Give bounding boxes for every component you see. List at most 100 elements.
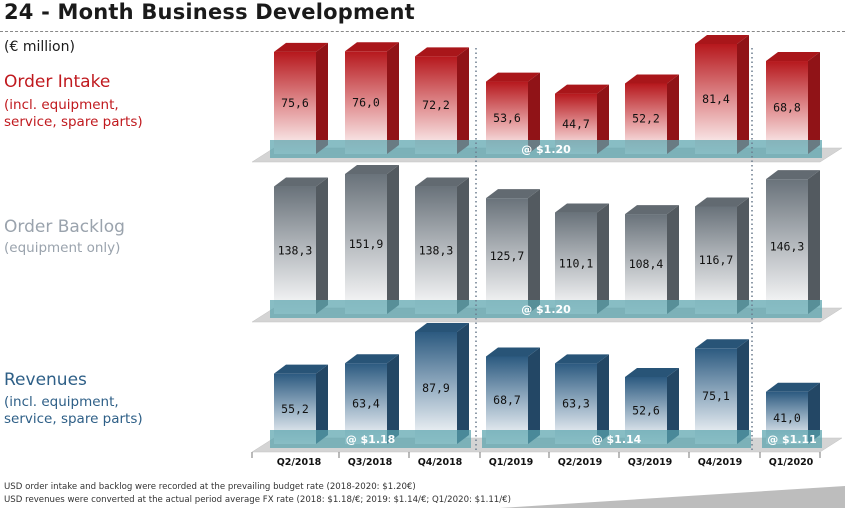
x-tick-label: Q4/2019 xyxy=(698,457,743,468)
data-label: 76,0 xyxy=(352,96,380,110)
x-tick-label: Q2/2018 xyxy=(277,457,322,468)
data-label: 55,2 xyxy=(281,402,309,416)
bar-side xyxy=(667,367,679,444)
bar-side xyxy=(597,203,609,314)
bar-top xyxy=(766,170,820,180)
fx-band: @ $1.18 xyxy=(270,430,471,448)
bar-front xyxy=(695,348,737,444)
bar: 76,0 xyxy=(345,42,399,154)
bar-top xyxy=(625,205,679,215)
bar-top xyxy=(766,382,820,392)
bar-side xyxy=(528,189,540,314)
page-title: 24 - Month Business Development xyxy=(4,0,415,24)
bar-top xyxy=(555,84,609,94)
x-tick-label: Q3/2018 xyxy=(348,457,393,468)
revenues-subtitle: (incl. equipment, service, spare parts) xyxy=(4,394,143,428)
order-intake-subtitle-line: (incl. equipment, xyxy=(4,97,119,113)
data-label: 63,3 xyxy=(562,397,590,411)
x-tick-label: Q4/2018 xyxy=(418,457,463,468)
bar: 72,2 xyxy=(415,47,469,154)
data-label: 125,7 xyxy=(490,249,525,263)
data-label: 75,1 xyxy=(702,389,730,403)
bar-front xyxy=(695,44,737,154)
bar-side xyxy=(737,339,749,444)
bar-front xyxy=(625,214,667,314)
bar-front xyxy=(274,186,316,314)
bar: 108,4 xyxy=(625,205,679,314)
bar-side xyxy=(457,323,469,444)
fx-band-bar xyxy=(762,430,822,448)
fx-band: @ $1.14 xyxy=(482,430,751,448)
bar: 138,3 xyxy=(415,177,469,314)
bar-front xyxy=(766,179,808,314)
data-label: 116,7 xyxy=(699,253,734,267)
bar-top xyxy=(486,189,540,199)
data-label: 68,8 xyxy=(773,101,801,115)
bar-side xyxy=(457,47,469,154)
data-label: 68,7 xyxy=(493,393,521,407)
order-intake-title: Order Intake xyxy=(4,72,111,92)
bar-top xyxy=(555,354,609,364)
bar-side xyxy=(316,177,328,314)
bar: 138,3 xyxy=(274,177,328,314)
bar-top xyxy=(415,177,469,187)
bar-side xyxy=(808,382,820,444)
bar-side xyxy=(387,42,399,154)
fx-band: @ $1.11 xyxy=(762,430,822,448)
x-tick-label: Q1/2019 xyxy=(489,457,534,468)
data-label: 75,6 xyxy=(281,96,309,110)
bar: 146,3 xyxy=(766,170,820,314)
bar-front xyxy=(415,56,457,154)
bar-side xyxy=(387,354,399,444)
bar-top xyxy=(274,177,328,187)
order-intake-subtitle: (incl. equipment, service, spare parts) xyxy=(4,97,143,131)
bar-top xyxy=(486,347,540,357)
panel-revenues: 55,2 63,4 87,9 68,7 63,3 52,6 75,1 41,0 @ $1.18 @… xyxy=(251,323,843,453)
data-label: 53,6 xyxy=(493,111,521,125)
bar: 110,1 xyxy=(555,203,609,314)
bar-front xyxy=(345,174,387,314)
footnote-order-fx: USD order intake and backlog were record… xyxy=(4,482,416,492)
fx-band: @ $1.20 xyxy=(270,140,822,158)
bar-front xyxy=(345,51,387,154)
data-label: 110,1 xyxy=(559,256,594,270)
fx-band-label: @ $1.18 xyxy=(346,433,396,446)
bar-side xyxy=(597,84,609,154)
panel-order-backlog: 138,3 151,9 138,3 125,7 110,1 108,4 116,7 146,3… xyxy=(251,165,843,323)
bar-side xyxy=(387,165,399,314)
fx-band-bar xyxy=(270,430,471,448)
bar: 116,7 xyxy=(695,197,749,314)
fx-band-label: @ $1.14 xyxy=(592,433,642,446)
data-label: 41,0 xyxy=(773,411,801,425)
bar: 68,8 xyxy=(766,52,820,155)
footer-wedge xyxy=(500,486,845,508)
data-label: 87,9 xyxy=(422,381,450,395)
bar-top xyxy=(695,35,749,44)
bar-top xyxy=(345,165,399,174)
bar-top xyxy=(766,52,820,62)
x-tick-label: Q1/2020 xyxy=(769,457,814,468)
bar-side xyxy=(808,52,820,155)
revenues-subtitle-line: (incl. equipment, xyxy=(4,394,119,410)
bar-side xyxy=(316,42,328,154)
bar-top xyxy=(415,323,469,332)
bar-top xyxy=(274,42,328,52)
data-label: 108,4 xyxy=(629,257,664,271)
bar-side xyxy=(667,74,679,154)
bar-top xyxy=(415,47,469,57)
bar-side xyxy=(737,35,749,154)
bar: 75,6 xyxy=(274,42,328,154)
panel-order-intake: 75,6 76,0 72,2 53,6 44,7 52,2 81,4 68,8 @ $1.20 xyxy=(251,35,843,163)
order-backlog-subtitle-line: (equipment only) xyxy=(4,240,121,256)
fx-band-bar xyxy=(270,140,822,158)
fx-band: @ $1.20 xyxy=(270,300,822,318)
bar-side xyxy=(737,197,749,314)
bar-top xyxy=(274,364,328,374)
title-divider xyxy=(0,31,845,32)
revenues-subtitle-line: service, spare parts) xyxy=(4,411,143,427)
order-intake-subtitle-line: service, spare parts) xyxy=(4,114,143,130)
bar-front xyxy=(415,186,457,314)
unit-label: (€ million) xyxy=(4,39,75,55)
bar-side xyxy=(597,354,609,444)
